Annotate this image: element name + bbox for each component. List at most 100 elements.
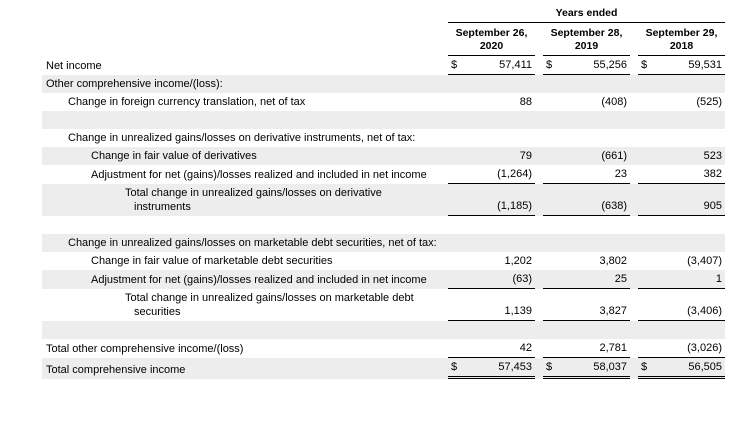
row-label: Total change in unrealized gains/losses … bbox=[42, 184, 448, 216]
column-gap bbox=[535, 289, 543, 321]
row-label: Adjustment for net (gains)/losses realiz… bbox=[42, 270, 448, 289]
value-cell-fy2018: (3,407) bbox=[638, 252, 725, 270]
row-label: Change in fair value of derivatives bbox=[42, 147, 448, 165]
column-header-fy2018: September 29, 2018 bbox=[638, 23, 725, 56]
column-headers-row: September 26, 2020 September 28, 2019 Se… bbox=[42, 23, 725, 56]
column-gap bbox=[535, 216, 543, 234]
column-gap bbox=[535, 129, 543, 147]
dollar-sign: $ bbox=[451, 361, 458, 373]
value-cell-fy2018: $59,531 bbox=[638, 56, 725, 75]
column-gap bbox=[630, 23, 638, 56]
table-row: Change in foreign currency translation, … bbox=[42, 93, 725, 111]
column-header-year: 2019 bbox=[574, 40, 599, 52]
value-cell-fy2018: 1 bbox=[638, 270, 725, 289]
value-cell-fy2020: (63) bbox=[448, 270, 535, 289]
column-gap bbox=[630, 234, 638, 252]
column-header-fy2020: September 26, 2020 bbox=[448, 23, 535, 56]
value-fy2020: 1,202 bbox=[504, 255, 532, 267]
column-gap bbox=[535, 56, 543, 75]
header-spacer bbox=[42, 4, 448, 23]
value-fy2020: 57,411 bbox=[499, 59, 532, 71]
value-fy2020: (63) bbox=[512, 273, 532, 285]
column-gap bbox=[535, 339, 543, 358]
table-row: Other comprehensive income/(loss): bbox=[42, 75, 725, 93]
value-fy2019: 25 bbox=[614, 273, 627, 285]
value-cell-fy2018: $56,505 bbox=[638, 358, 725, 379]
row-label bbox=[42, 216, 448, 234]
comprehensive-income-statement-table: Years ended September 26, 2020 September… bbox=[42, 4, 725, 379]
table-row: Adjustment for net (gains)/losses realiz… bbox=[42, 270, 725, 289]
value-cell-fy2019 bbox=[543, 75, 630, 93]
column-gap bbox=[630, 56, 638, 75]
column-header-fy2019: September 28, 2019 bbox=[543, 23, 630, 56]
value-fy2018: 56,505 bbox=[688, 361, 722, 373]
value-cell-fy2019: 25 bbox=[543, 270, 630, 289]
table-row bbox=[42, 111, 725, 129]
column-gap bbox=[535, 184, 543, 216]
value-cell-fy2019: 2,781 bbox=[543, 339, 630, 358]
column-gap bbox=[535, 75, 543, 93]
value-fy2019: 58,037 bbox=[593, 361, 627, 373]
column-header-year: 2018 bbox=[669, 40, 694, 52]
table-row: Change in fair value of derivatives 79 (… bbox=[42, 147, 725, 165]
value-cell-fy2020: 42 bbox=[448, 339, 535, 358]
value-fy2018: 905 bbox=[703, 200, 722, 212]
value-cell-fy2020: 1,139 bbox=[448, 289, 535, 321]
value-cell-fy2020 bbox=[448, 321, 535, 339]
value-cell-fy2018: (3,026) bbox=[638, 339, 725, 358]
row-label: Total other comprehensive income/(loss) bbox=[46, 343, 244, 355]
value-fy2018: (525) bbox=[696, 96, 722, 108]
value-fy2020: (1,185) bbox=[497, 200, 532, 212]
value-cell-fy2020: $57,453 bbox=[448, 358, 535, 379]
value-cell-fy2018: (525) bbox=[638, 93, 725, 111]
value-fy2018: 1 bbox=[715, 273, 722, 285]
column-header-date: September 26, bbox=[455, 27, 528, 39]
column-gap bbox=[630, 289, 638, 321]
value-fy2019: 2,781 bbox=[599, 342, 627, 354]
table-row: Change in unrealized gains/losses on mar… bbox=[42, 234, 725, 252]
column-gap bbox=[630, 358, 638, 379]
value-cell-fy2018: 523 bbox=[638, 147, 725, 165]
value-fy2020: 1,139 bbox=[504, 305, 532, 317]
value-fy2019: 55,256 bbox=[593, 59, 627, 71]
value-fy2018: (3,407) bbox=[687, 255, 722, 267]
table-row: Total change in unrealized gains/losses … bbox=[42, 289, 725, 321]
value-cell-fy2019: $55,256 bbox=[543, 56, 630, 75]
value-cell-fy2019 bbox=[543, 321, 630, 339]
value-cell-fy2019 bbox=[543, 234, 630, 252]
value-cell-fy2018 bbox=[638, 111, 725, 129]
column-gap bbox=[535, 252, 543, 270]
dollar-sign: $ bbox=[641, 361, 648, 373]
value-cell-fy2020 bbox=[448, 216, 535, 234]
value-fy2019: (638) bbox=[601, 200, 627, 212]
table-row: Adjustment for net (gains)/losses realiz… bbox=[42, 165, 725, 184]
header-spacer bbox=[42, 23, 448, 56]
value-fy2020: 88 bbox=[519, 96, 532, 108]
table-row: Total comprehensive income $57,453 $58,0… bbox=[42, 358, 725, 379]
column-gap bbox=[630, 111, 638, 129]
value-fy2018: 523 bbox=[703, 150, 722, 162]
column-gap bbox=[535, 147, 543, 165]
row-label: Change in unrealized gains/losses on mar… bbox=[42, 234, 448, 252]
value-cell-fy2018 bbox=[638, 75, 725, 93]
row-label bbox=[42, 321, 448, 339]
column-gap bbox=[535, 234, 543, 252]
value-cell-fy2018 bbox=[638, 129, 725, 147]
value-fy2018: (3,406) bbox=[687, 305, 722, 317]
value-cell-fy2018: 382 bbox=[638, 165, 725, 184]
row-label: Net income bbox=[46, 60, 102, 72]
value-cell-fy2020 bbox=[448, 75, 535, 93]
value-cell-fy2018 bbox=[638, 321, 725, 339]
value-fy2020: (1,264) bbox=[497, 168, 532, 180]
column-gap bbox=[535, 165, 543, 184]
value-cell-fy2019: (638) bbox=[543, 184, 630, 216]
table-row: Total other comprehensive income/(loss) … bbox=[42, 339, 725, 358]
row-label bbox=[42, 111, 448, 129]
years-ended-row: Years ended bbox=[42, 4, 725, 23]
row-label: Total comprehensive income bbox=[42, 358, 448, 379]
value-cell-fy2018: 905 bbox=[638, 184, 725, 216]
column-gap bbox=[630, 147, 638, 165]
column-gap bbox=[630, 270, 638, 289]
row-label: Change in fair value of marketable debt … bbox=[91, 255, 333, 267]
value-cell-fy2019: 3,802 bbox=[543, 252, 630, 270]
